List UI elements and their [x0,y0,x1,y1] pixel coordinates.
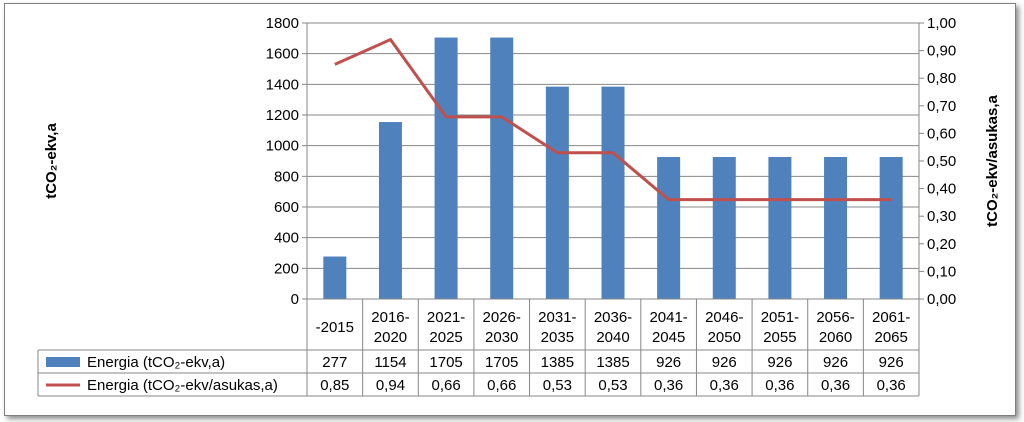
y2-tick-label: 0,10 [927,263,956,280]
data-label-line: 0,36 [765,377,794,394]
bar [657,157,681,299]
y2-tick-label: 0,30 [927,208,956,225]
data-label-line: 0,85 [320,377,349,394]
y2-tick-label: 0,60 [927,125,956,142]
y-axis-title: tCO₂-ekv,a [43,123,60,199]
x-tick-label: 2016- [371,309,409,326]
x-tick-label: 2020 [374,329,407,346]
y2-tick-label: 0,50 [927,153,956,170]
y2-tick-label: 0,20 [927,236,956,253]
y2-tick-label: 0,90 [927,43,956,60]
data-label-line: 0,36 [710,377,739,394]
x-tick-label: 2045 [652,329,685,346]
data-label-line: 0,36 [654,377,683,394]
data-label-bar: 1705 [429,354,462,371]
y-tick-label: 400 [274,230,299,247]
y-tick-label: 1400 [266,76,299,93]
chart-frame: 0 200 400 600 800 1000 1200 1400 1600 1800 0,00 0,1… [4,3,1016,416]
bar [712,157,736,299]
x-tick-label: 2036- [594,309,632,326]
x-tick-label: 2061- [872,309,910,326]
data-label-line: 0,94 [376,377,405,394]
data-label-bar: 926 [656,354,681,371]
y-tick-label: 600 [274,199,299,216]
legend-label-line: Energia (tCO₂-ekv/asukas,a) [87,377,278,394]
bar [879,157,903,299]
bar [323,256,347,299]
bar [434,37,458,300]
x-tick-label: 2035 [541,329,574,346]
data-label-line: 0,53 [598,377,627,394]
y-tick-label: 0 [291,291,299,308]
y-tick-label: 1800 [266,15,299,32]
x-tick-label: 2065 [874,329,907,346]
x-tick-label: 2051- [761,309,799,326]
y-tick-label: 1000 [266,138,299,155]
data-label-bar: 1154 [374,354,406,371]
x-tick-label: 2060 [819,329,852,346]
data-label-line: 0,53 [543,377,572,394]
legend-swatch-bars [46,357,80,367]
y2-tick-label: 1,00 [927,15,956,32]
x-tick-label: 2046- [705,309,743,326]
data-label-line: 0,36 [821,377,850,394]
x-tick-label: 2025 [429,329,462,346]
bar [824,157,848,299]
bar [768,157,792,299]
data-label-line: 0,66 [431,377,460,394]
data-label-bar: 1705 [485,354,518,371]
y2-tick-label: 0,00 [927,291,956,308]
y-tick-label: 1200 [266,107,299,124]
data-label-bar: 926 [712,354,737,371]
y-tick-label: 800 [274,168,299,185]
data-label-bar: 926 [823,354,848,371]
data-label-line: 0,36 [877,377,906,394]
data-label-bar: 926 [879,354,904,371]
y2-axis-title: tCO₂-ekv/asukas,a [984,94,1001,226]
bar [545,86,569,299]
data-label-bar: 1385 [541,354,574,371]
x-tick-label: 2055 [763,329,796,346]
data-label-bar: 1385 [596,354,629,371]
y2-tick-label: 0,80 [927,70,956,87]
data-label-bar: 277 [322,354,347,371]
x-tick-label: -2015 [316,319,354,336]
y2-tick-label: 0,40 [927,181,956,198]
y2-tick-label: 0,70 [927,98,956,115]
x-tick-label: 2056- [816,309,854,326]
x-tick-label: 2050 [708,329,741,346]
x-tick-label: 2030 [485,329,518,346]
x-tick-label: 2040 [596,329,629,346]
x-tick-label: 2026- [483,309,521,326]
x-tick-label: 2041- [649,309,687,326]
chart-svg: 0 200 400 600 800 1000 1200 1400 1600 1800 0,00 0,1… [37,15,1001,397]
bar [601,86,625,299]
bar [490,37,514,300]
bar [378,122,402,299]
line-series [334,38,892,202]
x-tick-label: 2031- [538,309,576,326]
y-tick-label: 200 [274,260,299,277]
y-tick-label: 1600 [266,46,299,63]
data-label-bar: 926 [767,354,792,371]
x-tick-label: 2021- [427,309,465,326]
legend-label-bars: Energia (tCO₂-ekv,a) [87,354,225,371]
data-label-line: 0,66 [487,377,516,394]
